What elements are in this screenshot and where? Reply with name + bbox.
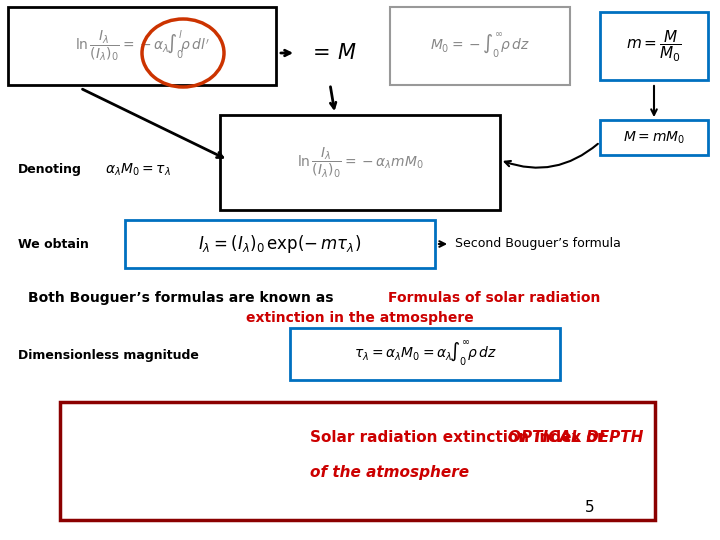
FancyBboxPatch shape [290,328,560,380]
Text: $m = \dfrac{M}{M_0}$: $m = \dfrac{M}{M_0}$ [626,28,682,64]
FancyBboxPatch shape [600,12,708,80]
Text: $M_0 = -\int_0^{\infty}\!\rho\,dz$: $M_0 = -\int_0^{\infty}\!\rho\,dz$ [430,31,530,60]
Text: Denoting: Denoting [18,164,82,177]
Text: Second Bouguer’s formula: Second Bouguer’s formula [455,238,621,251]
FancyBboxPatch shape [60,402,655,520]
Text: $\ln\dfrac{I_\lambda}{(I_\lambda)_0} = -\alpha_\lambda\!\int_0^l\!\rho\,dl^{\pri: $\ln\dfrac{I_\lambda}{(I_\lambda)_0} = -… [75,29,210,64]
Text: $\alpha_\lambda M_0 = \tau_\lambda$: $\alpha_\lambda M_0 = \tau_\lambda$ [105,162,171,178]
Text: Both Bouguer’s formulas are known as: Both Bouguer’s formulas are known as [28,291,338,305]
Text: $\tau_\lambda = \alpha_\lambda M_0 = \alpha_\lambda\!\int_0^{\infty}\!\rho\,dz$: $\tau_\lambda = \alpha_\lambda M_0 = \al… [354,340,496,368]
Text: OPTICAL DEPTH: OPTICAL DEPTH [508,430,643,445]
Text: 5: 5 [585,501,595,516]
Text: extinction in the atmosphere: extinction in the atmosphere [246,311,474,325]
Text: $M = mM_0$: $M = mM_0$ [623,129,685,146]
FancyBboxPatch shape [220,115,500,210]
Text: $I_\lambda = (I_\lambda)_0\,\exp(-\,m\tau_\lambda)$: $I_\lambda = (I_\lambda)_0\,\exp(-\,m\ta… [199,233,361,255]
Text: We obtain: We obtain [18,238,89,251]
Text: Formulas of solar radiation: Formulas of solar radiation [388,291,600,305]
Text: Dimensionless magnitude: Dimensionless magnitude [18,348,199,361]
Text: $\ln\dfrac{I_\lambda}{(I_\lambda)_0} = -\alpha_\lambda mM_0$: $\ln\dfrac{I_\lambda}{(I_\lambda)_0} = -… [297,145,423,180]
Text: Solar radiation extinction index or: Solar radiation extinction index or [310,430,609,445]
Text: $=\,M$: $=\,M$ [308,43,356,63]
FancyBboxPatch shape [390,7,570,85]
FancyBboxPatch shape [8,7,276,85]
FancyBboxPatch shape [125,220,435,268]
FancyBboxPatch shape [600,120,708,155]
Text: of the atmosphere: of the atmosphere [310,464,469,480]
